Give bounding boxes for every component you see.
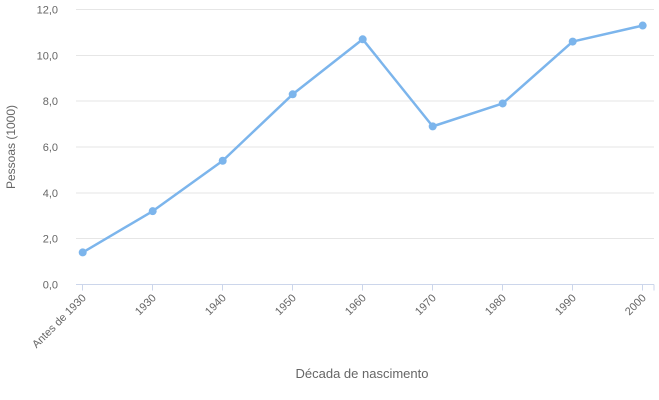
data-point-marker[interactable] bbox=[498, 99, 507, 108]
x-tick-label: 1960 bbox=[343, 292, 369, 318]
y-tick-label: 4,0 bbox=[43, 188, 58, 200]
data-point-marker[interactable] bbox=[638, 21, 647, 30]
data-point-marker[interactable] bbox=[568, 37, 577, 46]
x-tick-label: 2000 bbox=[623, 292, 649, 318]
y-axis-title: Pessoas (1000) bbox=[4, 105, 18, 189]
gridlines-layer bbox=[76, 9, 654, 240]
y-tick-label: 8,0 bbox=[43, 96, 58, 108]
x-tick-label: 1950 bbox=[273, 292, 299, 318]
y-tick-label: 2,0 bbox=[43, 234, 58, 246]
y-tick-label: 6,0 bbox=[43, 142, 58, 154]
data-point-marker[interactable] bbox=[218, 156, 227, 165]
axes-layer bbox=[76, 284, 655, 291]
x-tick-label: 1980 bbox=[483, 292, 509, 318]
data-point-marker[interactable] bbox=[78, 248, 87, 257]
data-point-marker[interactable] bbox=[428, 122, 437, 131]
x-tick-label: Antes de 1930 bbox=[30, 292, 89, 351]
data-point-marker[interactable] bbox=[358, 35, 367, 44]
data-point-marker[interactable] bbox=[288, 90, 297, 99]
series-layer bbox=[78, 21, 647, 257]
y-tick-label: 12,0 bbox=[37, 5, 58, 17]
x-tick-label: 1930 bbox=[133, 292, 159, 318]
x-tick-label: 1970 bbox=[413, 292, 439, 318]
y-tick-label: 0,0 bbox=[43, 280, 58, 292]
x-tick-label: 1940 bbox=[203, 292, 229, 318]
series-line bbox=[81, 24, 644, 254]
y-tick-label: 10,0 bbox=[37, 50, 58, 62]
x-axis-title: Década de nascimento bbox=[296, 366, 429, 381]
x-tick-label: 1990 bbox=[553, 292, 579, 318]
data-point-marker[interactable] bbox=[148, 207, 157, 216]
